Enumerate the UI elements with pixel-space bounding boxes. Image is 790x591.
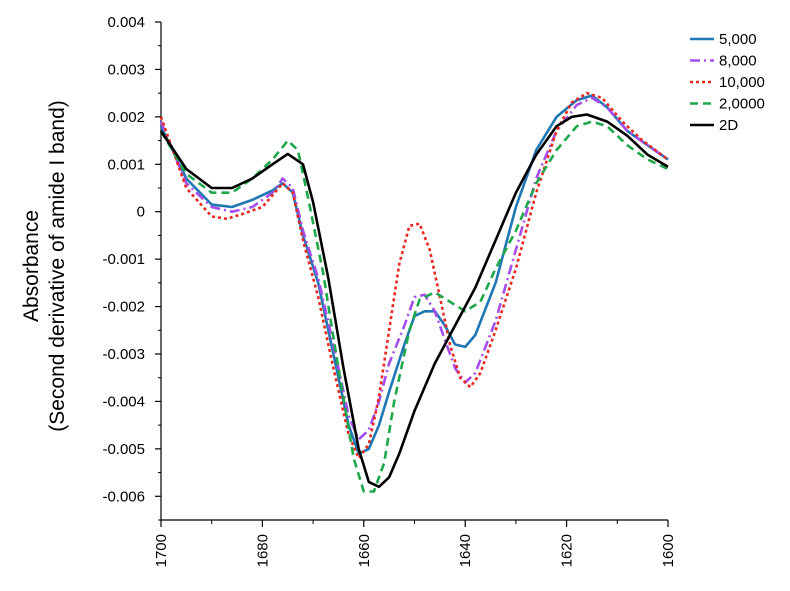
x-tick-label: 1700 <box>153 534 170 567</box>
y-tick-label: -0.002 <box>102 299 145 316</box>
y-tick-label: -0.005 <box>102 441 145 458</box>
y-tick-label: 0.002 <box>107 109 145 126</box>
y-axis-title-line: (Second derivative of amide I band) <box>46 100 69 432</box>
y-tick-label: 0.003 <box>107 61 145 78</box>
y-tick-label: -0.001 <box>102 251 145 268</box>
series-line-1 <box>159 96 669 441</box>
series-line-4 <box>159 113 669 489</box>
y-tick-label: -0.003 <box>102 346 145 363</box>
series-line-0 <box>159 94 669 455</box>
y-tick-label: 0.004 <box>107 14 145 31</box>
y-tick-label: -0.004 <box>102 393 145 410</box>
series-line-2 <box>159 91 669 460</box>
series-line-3 <box>159 120 669 493</box>
y-tick-label: 0.001 <box>107 156 145 173</box>
plot-lines <box>159 91 669 493</box>
legend-label: 5,000 <box>719 31 757 48</box>
y-axis-title-line: Absorbance <box>20 210 43 322</box>
y-tick-label: -0.006 <box>102 488 145 505</box>
x-tick-label: 1660 <box>356 534 373 567</box>
x-tick-label: 1620 <box>559 534 576 567</box>
legend-label: 8,000 <box>719 53 757 70</box>
y-axis-ticks: 0.004 0.003 0.002 0.001 0 -0.001 -0.002 -0.003 -… <box>102 14 161 521</box>
x-tick-label: 1640 <box>457 534 474 567</box>
legend-label: 10,000 <box>719 74 765 91</box>
legend-label: 2,0000 <box>719 96 765 113</box>
legend-label: 2D <box>719 117 738 134</box>
x-axis-ticks: 1700 1680 1660 1640 1620 1600 <box>153 520 677 567</box>
x-tick-label: 1680 <box>254 534 271 567</box>
y-tick-label: 0 <box>137 204 145 221</box>
legend: 5,000 8,000 10,000 2,0000 2D <box>690 31 765 134</box>
x-tick-label: 1600 <box>660 534 677 567</box>
y-axis-title: Absorbance (Second derivative of amide I … <box>20 100 69 432</box>
